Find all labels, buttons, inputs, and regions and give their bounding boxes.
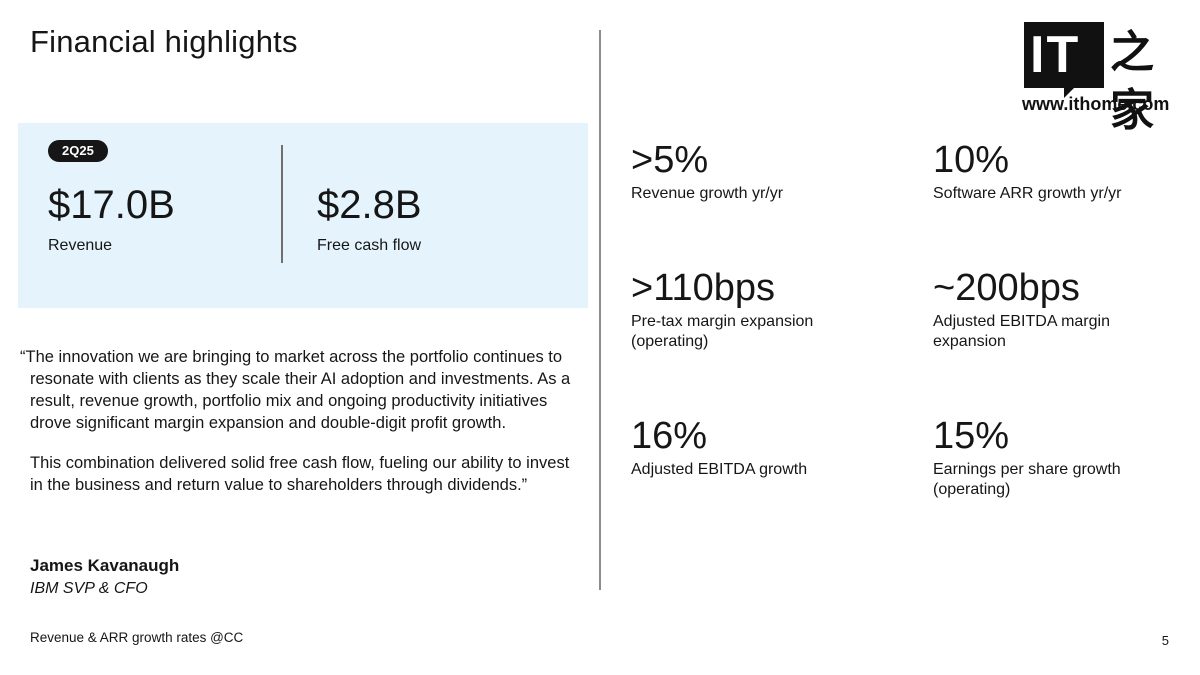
- stat-value: 15%: [933, 415, 1010, 457]
- hero-metric-value: $2.8B: [317, 183, 422, 227]
- hero-divider: [281, 145, 283, 263]
- stat-software-arr-growth: 10% Software ARR growth yr/yr: [933, 140, 1173, 204]
- stat-value: 10%: [933, 139, 1010, 181]
- stat-label: Revenue growth yr/yr: [631, 185, 784, 202]
- hero-metric-value: $17.0B: [48, 183, 175, 227]
- stat-revenue-growth: >5% Revenue growth yr/yr: [631, 140, 871, 204]
- quote-paragraph: This combination delivered solid free ca…: [30, 454, 570, 494]
- hero-panel: 2Q25 $17.0B Revenue $2.8B Free cash flow: [18, 123, 588, 308]
- quote-paragraph: “The innovation we are bringing to marke…: [20, 348, 571, 432]
- stat-pretax-margin: >110bps Pre-tax margin expansion (operat…: [631, 268, 871, 352]
- hero-metric-free-cash-flow: $2.8B Free cash flow: [317, 183, 422, 255]
- hero-metric-label: Revenue: [48, 237, 113, 254]
- stat-ebitda-growth: 16% Adjusted EBITDA growth: [631, 416, 871, 480]
- stat-eps-growth: 15% Earnings per share growth (operating…: [933, 416, 1173, 500]
- period-badge: 2Q25: [48, 140, 108, 162]
- logo-chinese-text: 之家: [1110, 28, 1154, 135]
- logo-mark-text: IT: [1030, 26, 1081, 84]
- page-number: 5: [1161, 633, 1169, 648]
- logo-speech-tail: [1064, 86, 1076, 98]
- it-logo-mark: IT: [1024, 22, 1104, 88]
- speaker-role: IBM SVP & CFO: [30, 580, 148, 597]
- slide-title: Financial highlights: [30, 24, 298, 59]
- stat-label: Adjusted EBITDA growth: [631, 461, 808, 478]
- cfo-quote: “The innovation we are bringing to marke…: [18, 346, 578, 514]
- column-divider: [599, 30, 601, 590]
- stat-value: 16%: [631, 415, 708, 457]
- stat-label: Software ARR growth yr/yr: [933, 185, 1122, 202]
- stat-value: >5%: [631, 139, 709, 181]
- watermark-url: www.ithome.com: [1022, 94, 1170, 114]
- stat-label: Pre-tax margin expansion (operating): [631, 313, 814, 350]
- stat-value: ~200bps: [933, 267, 1080, 309]
- stat-value: >110bps: [631, 267, 776, 309]
- footnote: Revenue & ARR growth rates @CC: [30, 630, 244, 645]
- quote-attribution: James Kavanaugh IBM SVP & CFO: [30, 556, 179, 598]
- ithome-watermark-logo: IT 之家 www.ithome.com: [1022, 20, 1182, 135]
- stat-label: Adjusted EBITDA margin expansion: [933, 313, 1110, 350]
- stat-label: Earnings per share growth (operating): [933, 461, 1121, 498]
- speaker-name: James Kavanaugh: [30, 556, 180, 575]
- hero-metric-label: Free cash flow: [317, 237, 422, 254]
- hero-metric-revenue: $17.0B Revenue: [48, 183, 175, 255]
- stat-ebitda-margin: ~200bps Adjusted EBITDA margin expansion: [933, 268, 1173, 352]
